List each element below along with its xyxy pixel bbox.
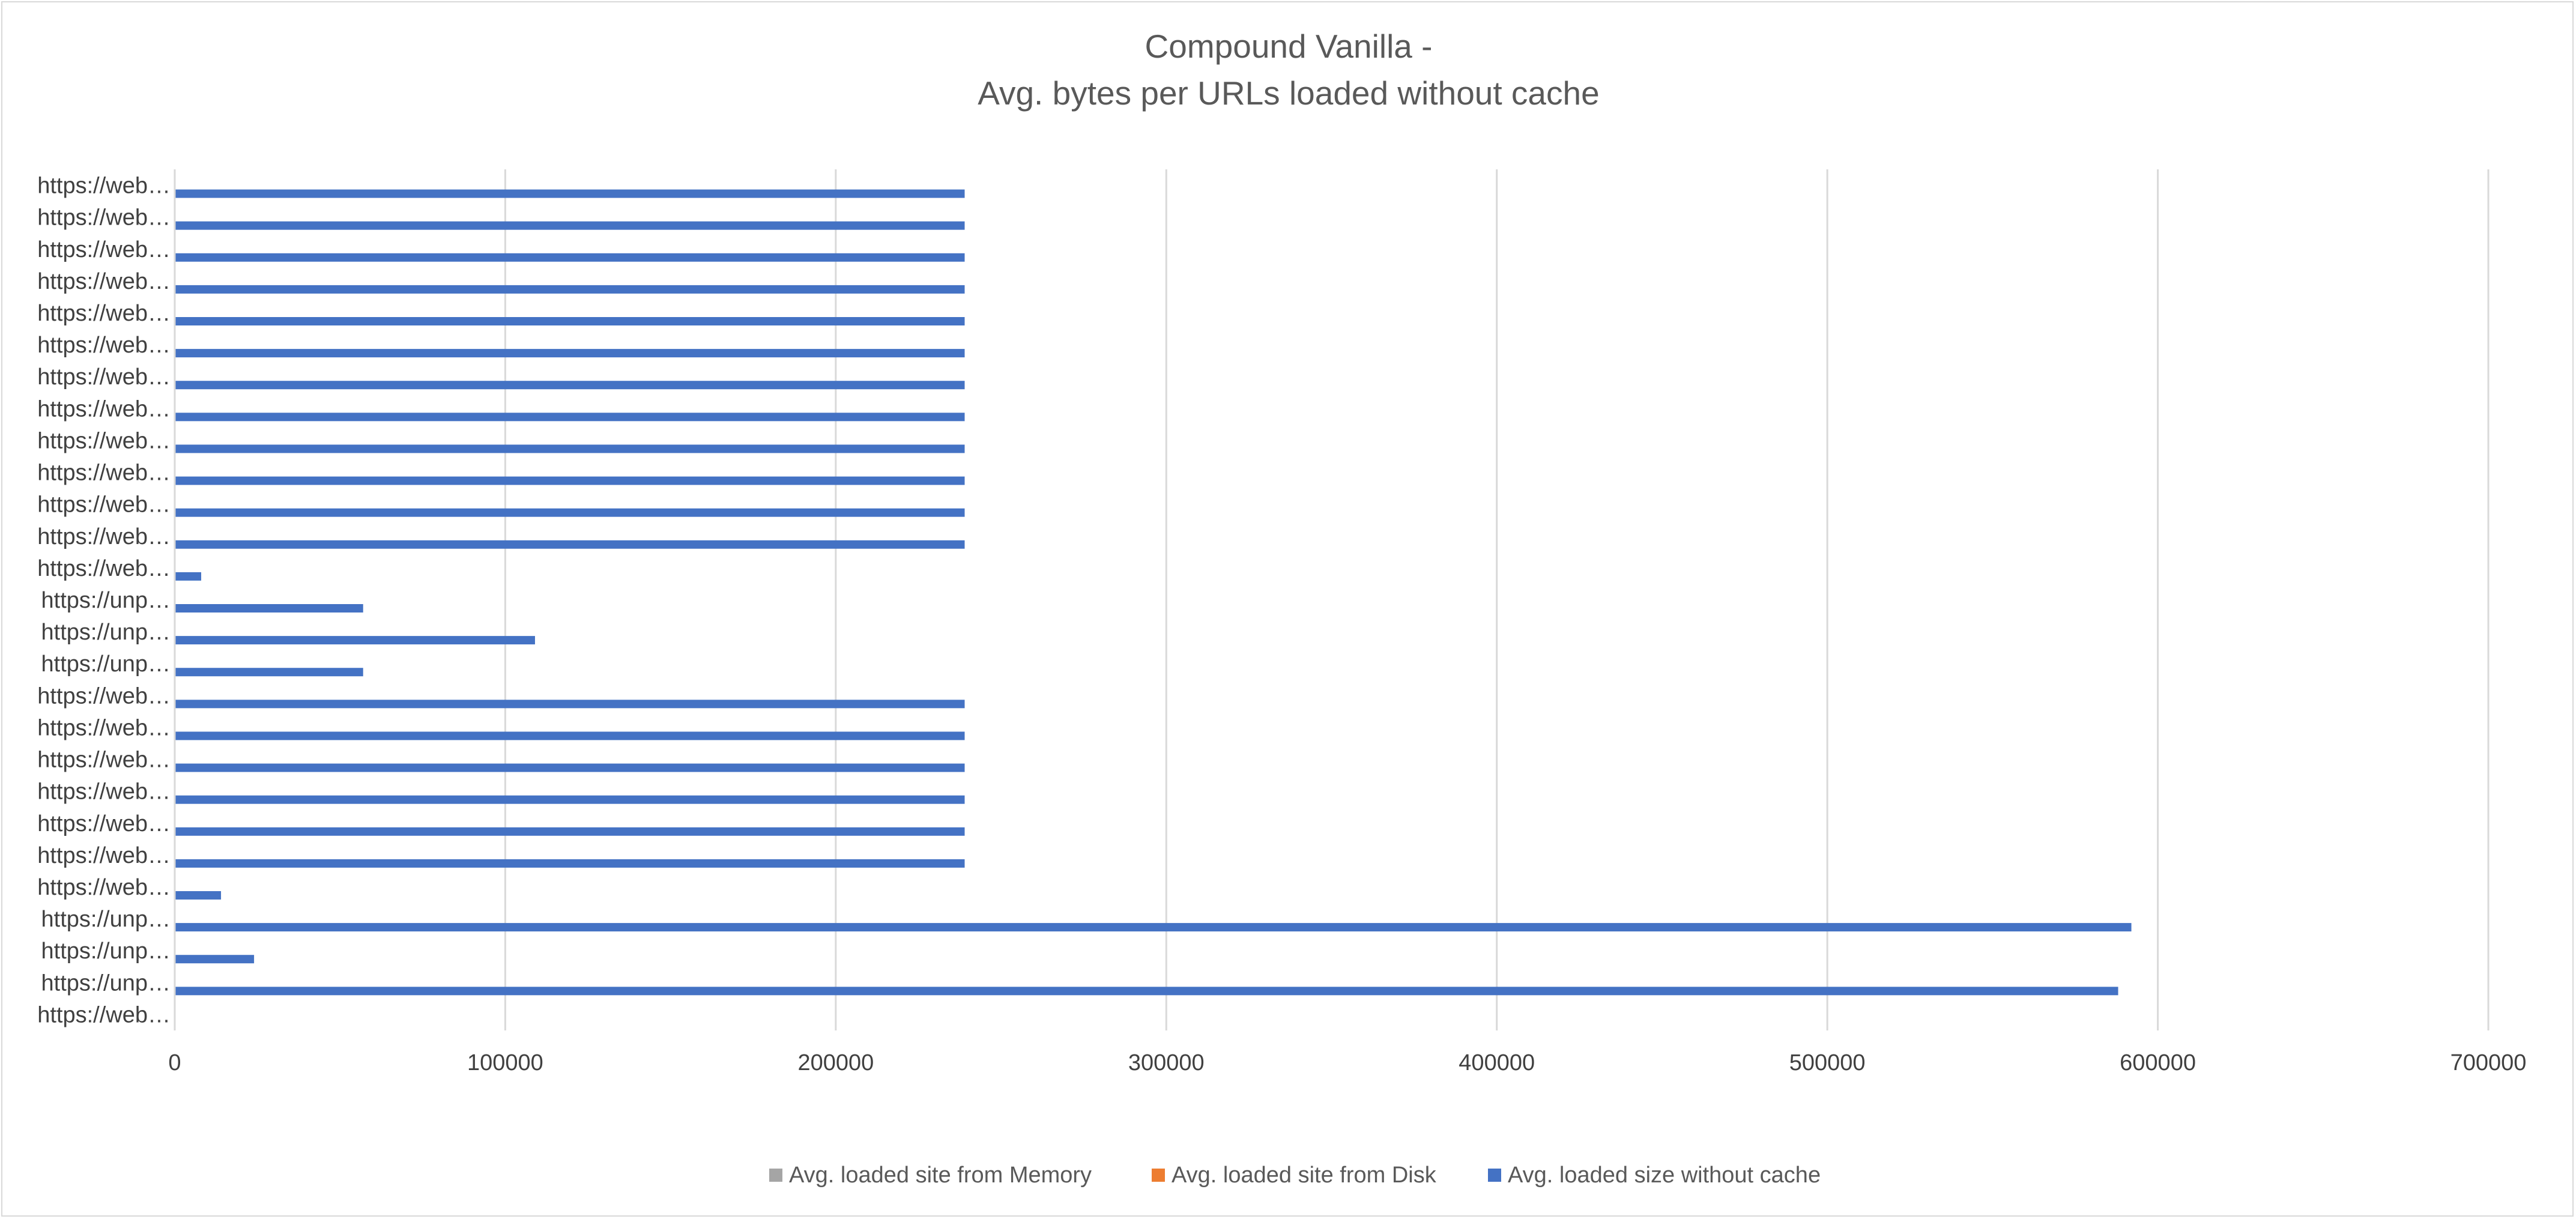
bar-no-cache xyxy=(175,349,965,358)
bar-no-cache xyxy=(175,668,363,677)
bar-no-cache xyxy=(175,253,965,262)
chart-title-line-2: Avg. bytes per URLs loaded without cache xyxy=(978,74,1599,112)
category-label: https://unp… xyxy=(41,970,171,996)
bar-no-cache xyxy=(175,891,222,900)
bar-no-cache xyxy=(175,221,965,230)
category-label: https://web… xyxy=(37,556,171,581)
legend-swatch xyxy=(1152,1169,1165,1182)
legend-swatch xyxy=(769,1169,782,1182)
category-label: https://web… xyxy=(37,683,171,709)
axes: 0 100000 200000 300000 400000 500000 600000 700… xyxy=(37,169,2526,1075)
category-label: https://web… xyxy=(37,492,171,518)
bar-no-cache xyxy=(175,700,965,709)
category-label: https://web… xyxy=(37,779,171,805)
x-tick-label: 300000 xyxy=(1128,1050,1205,1075)
category-label: https://web… xyxy=(37,811,171,836)
category-label: https://web… xyxy=(37,174,171,199)
bar-no-cache xyxy=(175,476,965,485)
legend-label: Avg. loaded site from Memory xyxy=(789,1163,1092,1188)
category-label: https://web… xyxy=(37,269,171,294)
category-label: https://web… xyxy=(37,396,171,422)
bar-no-cache xyxy=(175,923,2132,932)
x-tick-label: 200000 xyxy=(797,1050,874,1075)
category-label: https://web… xyxy=(37,364,171,390)
bar-no-cache xyxy=(175,987,2118,996)
gridlines xyxy=(504,169,2490,1030)
chart-title: Compound Vanilla - Avg. bytes per URLs lo… xyxy=(978,28,1599,112)
legend-swatch xyxy=(1488,1169,1501,1182)
bar-no-cache xyxy=(175,572,202,581)
x-tick-label: 0 xyxy=(168,1050,181,1075)
bars xyxy=(175,189,2132,996)
bar-no-cache xyxy=(175,444,965,453)
x-tick-label: 100000 xyxy=(467,1050,543,1075)
x-tick-label: 400000 xyxy=(1459,1050,1535,1075)
bar-no-cache xyxy=(175,540,965,549)
category-label: https://web… xyxy=(37,875,171,900)
category-label: https://unp… xyxy=(41,652,171,677)
category-label: https://web… xyxy=(37,333,171,358)
category-label: https://unp… xyxy=(41,907,171,932)
bar-no-cache xyxy=(175,827,965,836)
category-label: https://web… xyxy=(37,301,171,326)
bar-no-cache xyxy=(175,955,255,964)
category-label: https://web… xyxy=(37,1002,171,1027)
bar-no-cache xyxy=(175,859,965,868)
category-label: https://web… xyxy=(37,428,171,453)
bar-no-cache xyxy=(175,413,965,422)
category-label: https://web… xyxy=(37,461,171,486)
category-label: https://web… xyxy=(37,205,171,231)
category-label: https://web… xyxy=(37,748,171,773)
bar-no-cache xyxy=(175,189,965,198)
chart-title-line-1: Compound Vanilla - xyxy=(1145,28,1433,65)
category-label: https://unp… xyxy=(41,588,171,613)
bar-no-cache xyxy=(175,317,965,325)
bar-no-cache xyxy=(175,731,965,740)
bar-no-cache xyxy=(175,795,965,804)
bar-no-cache xyxy=(175,763,965,772)
category-label: https://unp… xyxy=(41,620,171,645)
category-label: https://unp… xyxy=(41,939,171,964)
category-label: https://web… xyxy=(37,715,171,740)
bar-no-cache xyxy=(175,285,965,294)
x-tick-label: 500000 xyxy=(1789,1050,1866,1075)
x-tick-label: 700000 xyxy=(2451,1050,2527,1075)
bar-no-cache xyxy=(175,381,965,390)
bar-no-cache xyxy=(175,508,965,517)
bar-no-cache xyxy=(175,604,363,613)
legend-label: Avg. loaded site from Disk xyxy=(1172,1163,1437,1188)
bar-no-cache xyxy=(175,636,535,645)
legend-label: Avg. loaded size without cache xyxy=(1508,1163,1821,1188)
category-label: https://web… xyxy=(37,237,171,262)
category-label: https://web… xyxy=(37,524,171,549)
category-label: https://web… xyxy=(37,843,171,868)
legend: Avg. loaded site from Memory Avg. loaded … xyxy=(769,1163,1821,1188)
x-tick-label: 600000 xyxy=(2120,1050,2196,1075)
